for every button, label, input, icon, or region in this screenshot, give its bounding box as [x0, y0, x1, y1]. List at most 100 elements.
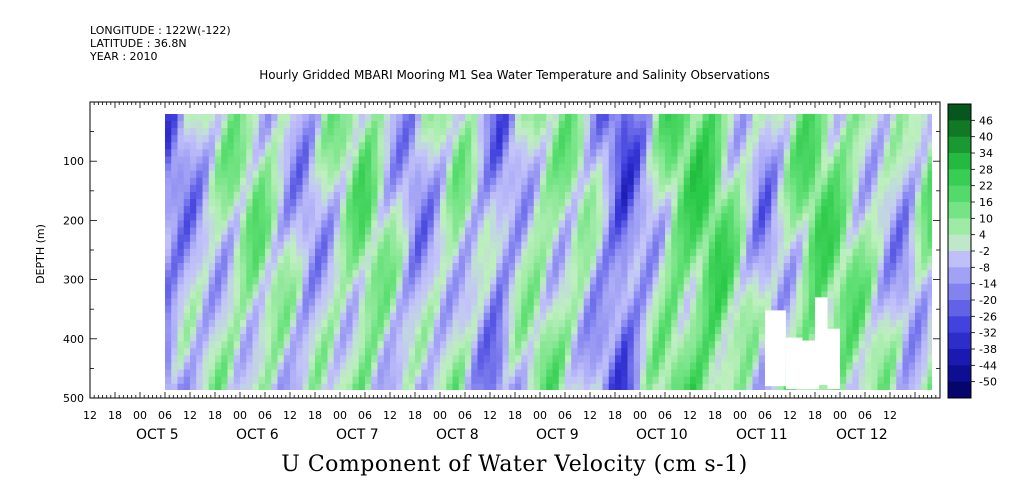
heatmap-cell: [390, 369, 397, 378]
heatmap-cell: [290, 199, 297, 207]
heatmap-cell: [652, 184, 660, 193]
heatmap-cell: [927, 199, 932, 207]
heatmap-cell: [596, 234, 604, 243]
heatmap-cell: [433, 312, 441, 321]
heatmap-cell: [746, 305, 754, 314]
heatmap-cell: [715, 206, 722, 214]
heatmap-cell: [790, 114, 797, 122]
heatmap-cell: [327, 156, 335, 165]
heatmap-cell: [590, 120, 597, 129]
heatmap-cell: [696, 270, 704, 278]
heatmap-cell: [490, 383, 497, 390]
heatmap-cell: [533, 369, 541, 378]
heatmap-cell: [283, 305, 291, 314]
heatmap-cell: [383, 341, 391, 349]
heatmap-cell: [358, 383, 366, 390]
heatmap-cell: [777, 298, 785, 307]
heatmap-cell: [533, 319, 541, 328]
heatmap-cell: [296, 170, 304, 179]
heatmap-cell: [577, 362, 585, 371]
heatmap-cell: [440, 135, 447, 143]
heatmap-cell: [583, 199, 591, 207]
heatmap-cell: [208, 369, 216, 378]
heatmap-cell: [915, 383, 922, 390]
heatmap-cell: [502, 227, 510, 236]
heatmap-cell: [290, 177, 297, 186]
heatmap-cell: [471, 248, 479, 257]
heatmap-cell: [646, 383, 654, 390]
heatmap-cell: [321, 149, 329, 158]
heatmap-cell: [877, 156, 885, 165]
heatmap-cell: [202, 255, 210, 264]
heatmap-cell: [646, 319, 654, 328]
heatmap-cell: [521, 241, 529, 250]
heatmap-cell: [727, 206, 735, 214]
heatmap-cell: [708, 170, 716, 179]
heatmap-cell: [921, 326, 929, 335]
heatmap-cell: [833, 213, 841, 221]
heatmap-cell: [896, 263, 904, 271]
heatmap-cell: [196, 206, 204, 214]
heatmap-cell: [596, 156, 604, 165]
heatmap-cell: [840, 227, 847, 236]
heatmap-cell: [227, 248, 235, 257]
heatmap-cell: [577, 149, 585, 158]
heatmap-cell: [858, 149, 866, 158]
heatmap-cell: [902, 184, 910, 193]
heatmap-cell: [615, 149, 622, 158]
heatmap-cell: [408, 248, 416, 257]
heatmap-cell: [877, 355, 885, 364]
heatmap-cell: [290, 270, 297, 278]
heatmap-cell: [446, 234, 454, 243]
heatmap-cell: [252, 191, 260, 200]
heatmap-cell: [921, 227, 929, 236]
heatmap-cell: [740, 149, 747, 158]
heatmap-cell: [190, 213, 197, 221]
heatmap-cell: [915, 191, 922, 200]
heatmap-cell: [346, 241, 354, 250]
heatmap-cell: [521, 191, 529, 200]
heatmap-cell: [846, 341, 854, 349]
heatmap-cell: [371, 355, 379, 364]
heatmap-cell: [233, 191, 241, 200]
heatmap-cell: [246, 277, 254, 285]
heatmap-cell: [433, 149, 441, 158]
heatmap-cell: [696, 227, 704, 236]
heatmap-cell: [302, 128, 310, 136]
heatmap-cell: [927, 263, 932, 271]
heatmap-cell: [471, 227, 479, 236]
heatmap-cell: [515, 156, 522, 165]
heatmap-cell: [321, 227, 329, 236]
heatmap-cell: [590, 362, 597, 371]
heatmap-cell: [921, 376, 929, 385]
heatmap-cell: [502, 142, 510, 150]
heatmap-cell: [446, 170, 454, 179]
heatmap-cell: [221, 184, 229, 193]
heatmap-cell: [465, 255, 472, 264]
heatmap-cell: [283, 263, 291, 271]
heatmap-cell: [802, 142, 810, 150]
heatmap-cell: [708, 248, 716, 257]
heatmap-cell: [477, 277, 485, 285]
heatmap-cell: [183, 248, 191, 257]
heatmap-cell: [265, 305, 272, 314]
heatmap-cell: [208, 326, 216, 335]
heatmap-cell: [702, 199, 710, 207]
heatmap-cell: [227, 163, 235, 172]
heatmap-cell: [208, 362, 216, 371]
heatmap-cell: [296, 206, 304, 214]
heatmap-cell: [683, 305, 691, 314]
heatmap-cell: [271, 227, 279, 236]
heatmap-cell: [590, 142, 597, 150]
heatmap-cell: [802, 298, 810, 307]
heatmap-cell: [415, 199, 422, 207]
heatmap-cell: [296, 177, 304, 186]
heatmap-cell: [808, 277, 816, 285]
heatmap-cell: [246, 369, 254, 378]
heatmap-cell: [690, 376, 697, 385]
heatmap-cell: [583, 184, 591, 193]
heatmap-cell: [171, 248, 179, 257]
heatmap-cell: [352, 163, 360, 172]
heatmap-cell: [802, 319, 810, 328]
heatmap-cell: [602, 341, 610, 349]
